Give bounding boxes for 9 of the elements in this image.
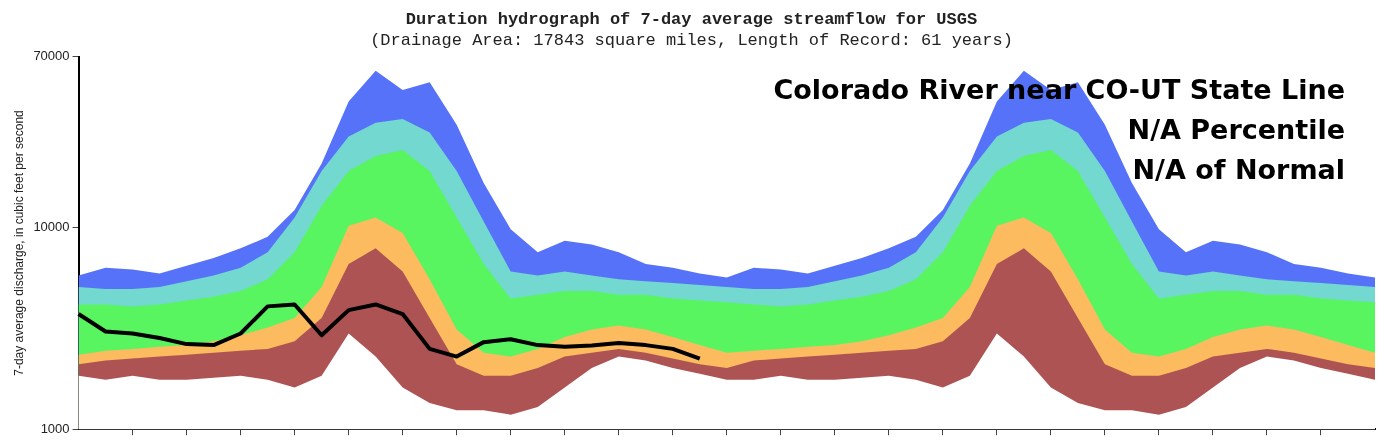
y-tick-label: 70000 [33, 48, 70, 64]
y-axis-title: 7-day average discharge, in cubic feet per second [11, 110, 26, 376]
annotation: N/A of Normal [1132, 154, 1345, 186]
y-tick-label: 10000 [33, 218, 70, 234]
chart-subtitle: (Drainage Area: 17843 square miles, Length of Record: 61 years) [370, 31, 1013, 51]
annotation: Colorado River near CO-UT State Line [773, 74, 1345, 106]
chart-title: Duration hydrograph of 7-day average streamflow for USGS [405, 10, 978, 30]
annotation: N/A Percentile [1127, 114, 1345, 146]
y-tick-label: 1000 [40, 420, 70, 436]
